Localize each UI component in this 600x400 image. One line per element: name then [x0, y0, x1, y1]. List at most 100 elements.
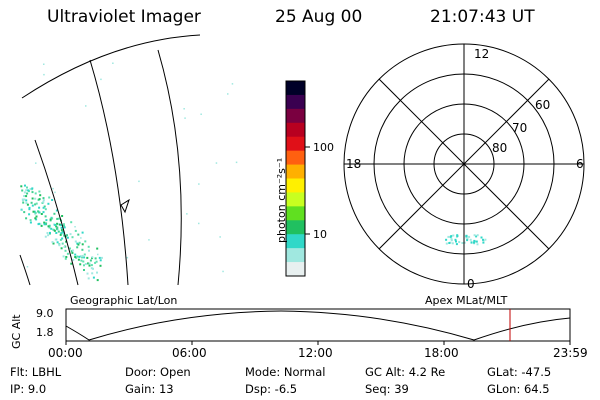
polar-diagonal	[378, 78, 550, 250]
aurora-point	[62, 224, 65, 227]
x-tick-label-1800: 18:00	[424, 346, 459, 360]
aurora-point	[79, 263, 82, 266]
aurora-point	[99, 264, 102, 267]
aurora-point	[76, 246, 79, 249]
color-bar-band	[286, 220, 305, 235]
color-bar-tick-label-100: 100	[313, 141, 334, 154]
polar-point	[475, 235, 478, 238]
aurora-point	[79, 255, 82, 258]
polar-mlt-label-0: 0	[467, 277, 475, 291]
polar-point	[473, 234, 476, 237]
aurora-point	[82, 260, 85, 263]
aurora-point	[42, 211, 45, 214]
aurora-point	[86, 272, 89, 275]
aurora-point	[25, 217, 28, 220]
aurora-point	[70, 221, 73, 224]
aurora-point	[42, 199, 45, 202]
aurora-point	[59, 233, 62, 236]
aurora-point	[52, 187, 54, 190]
aurora-point	[24, 184, 26, 187]
aurora-point	[65, 240, 68, 243]
aurora-emission-points	[20, 62, 238, 282]
seq-status: Seq: 39	[365, 382, 409, 396]
aurora-point	[231, 83, 234, 85]
color-bar-frame	[285, 80, 306, 277]
aurora-point	[81, 243, 84, 246]
aurora-point	[23, 198, 26, 201]
aurora-point	[50, 227, 53, 230]
aurora-point	[55, 232, 58, 234]
aurora-point	[95, 260, 98, 263]
aurora-point	[42, 197, 45, 200]
aurora-point	[34, 217, 37, 220]
aurora-point	[44, 235, 47, 238]
aurora-point	[57, 229, 60, 231]
aurora-point	[215, 162, 218, 164]
aurora-point	[30, 201, 33, 204]
color-bar-band	[286, 94, 305, 110]
aurora-point	[70, 250, 73, 253]
aurora-point	[48, 226, 51, 229]
glon-status: GLon: 64.5	[487, 382, 550, 396]
date-label: 25 Aug 00	[275, 7, 363, 27]
aurora-point	[23, 195, 26, 197]
aurora-point	[90, 267, 93, 270]
polar-point	[461, 242, 464, 244]
aurora-point	[44, 215, 47, 218]
geographic-image-panel	[19, 34, 238, 286]
aurora-point	[21, 198, 24, 201]
aurora-point	[60, 229, 63, 232]
polar-lat-label-70: 70	[512, 121, 528, 135]
polar-point	[445, 238, 448, 241]
aurora-point	[78, 255, 81, 258]
aurora-point	[88, 249, 90, 252]
aurora-point	[26, 266, 29, 268]
aurora-point	[61, 242, 64, 245]
color-bar-band	[286, 192, 305, 207]
aurora-point	[66, 236, 69, 239]
geographic-meridian-line	[19, 254, 31, 286]
door-status: Door: Open	[125, 365, 191, 379]
aurora-point	[57, 217, 60, 220]
altitude-plot-frame	[65, 308, 571, 342]
aurora-point	[96, 247, 99, 250]
aurora-point	[52, 242, 55, 245]
aurora-point	[72, 258, 75, 261]
polar-point	[473, 241, 475, 244]
aurora-point	[53, 229, 56, 232]
aurora-point	[60, 232, 63, 235]
polar-mlt-label-18: 18	[346, 157, 362, 171]
color-bar-band	[286, 150, 305, 166]
geographic-meridian-line	[157, 49, 182, 286]
aurora-point	[62, 232, 65, 235]
altitude-axis-label: GC Alt	[10, 314, 23, 349]
aurora-point	[184, 117, 186, 119]
color-bar-band	[286, 248, 305, 263]
polar-point	[475, 240, 478, 243]
aurora-point	[87, 262, 90, 265]
aurora-point	[61, 230, 64, 233]
aurora-point	[26, 203, 29, 206]
aurora-point	[25, 202, 28, 205]
aurora-point	[100, 78, 102, 81]
aurora-point	[74, 240, 77, 243]
color-bar	[285, 80, 310, 277]
aurora-point	[64, 249, 67, 252]
aurora-point	[86, 256, 89, 259]
aurora-point	[222, 270, 224, 273]
aurora-point	[46, 232, 49, 234]
aurora-point	[87, 277, 90, 280]
polar-point	[482, 239, 485, 242]
aurora-point	[47, 225, 50, 228]
polar-point	[466, 237, 469, 240]
aurora-point	[198, 222, 200, 225]
polar-point	[454, 238, 457, 241]
geographic-lat-lon-title: Geographic Lat/Lon	[70, 294, 178, 307]
aurora-point	[27, 189, 30, 192]
aurora-point	[81, 248, 84, 251]
aurora-point	[23, 191, 26, 194]
aurora-point	[38, 206, 41, 209]
polar-point	[455, 240, 457, 243]
altitude-y-tick-1-8: 1.8	[36, 326, 54, 339]
